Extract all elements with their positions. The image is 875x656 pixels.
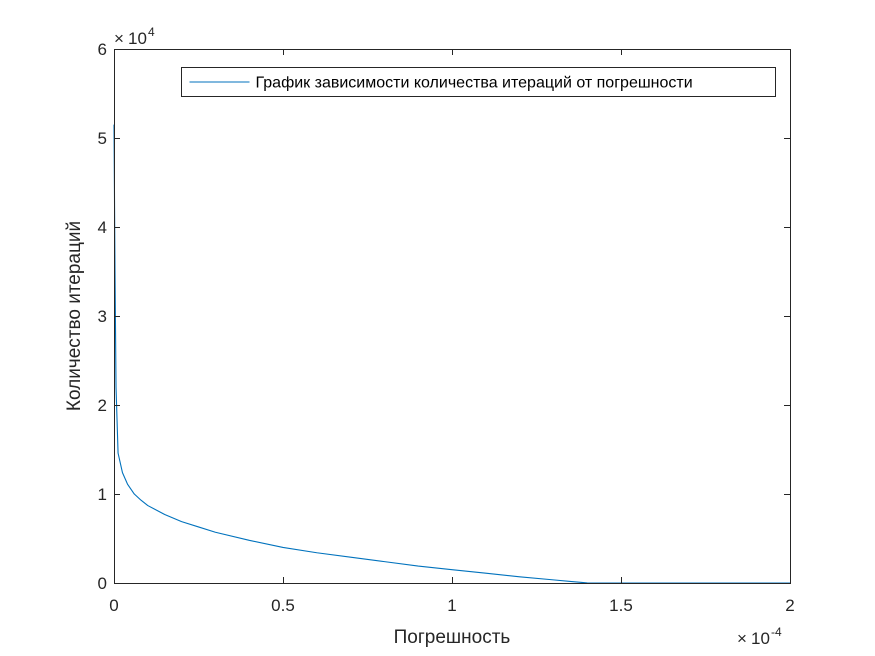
y-tick-label: 2 [98,396,107,415]
x-tick-label: 1.5 [609,596,633,615]
y-tick-label: 0 [98,574,107,593]
y-tick-label: 1 [98,485,107,504]
y-tick-label: 3 [98,307,107,326]
x-tick-label: 2 [785,596,794,615]
legend-box [181,67,776,97]
x-multiplier-base: 10 [751,629,770,648]
y-multiplier-times: × [114,29,124,48]
y-multiplier-base: 10 [128,29,147,48]
legend-label: График зависимости количества итераций о… [256,75,693,92]
x-multiplier-exponent: -4 [771,625,782,639]
y-axis-label: Количество итераций [64,221,85,411]
plot-area [114,49,790,583]
x-multiplier-times: × [737,629,747,648]
tick-layer: 0 0.5 1 1.5 2 0 1 2 3 4 5 6 [98,40,795,615]
legend: График зависимости количества итераций о… [181,67,776,97]
y-tick-label: 5 [98,129,107,148]
x-tick-label: 0 [109,596,118,615]
x-axis-label: Погрешность [394,627,511,648]
y-multiplier-exponent: 4 [148,25,155,39]
y-tick-label: 4 [98,218,107,237]
x-tick-label: 0.5 [271,596,295,615]
x-tick-label: 1 [447,596,456,615]
y-tick-label: 6 [98,40,107,59]
